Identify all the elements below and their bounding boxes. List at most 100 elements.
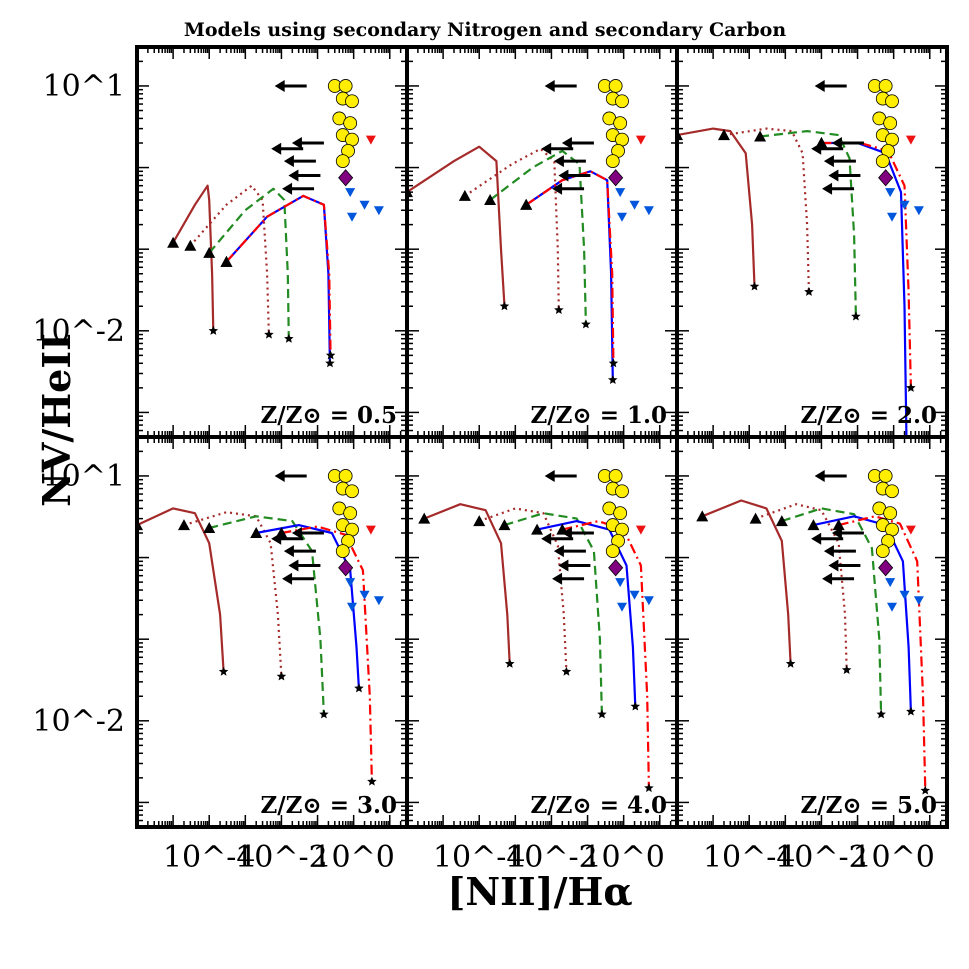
panel-frame: [135, 45, 409, 439]
end-star: [597, 709, 607, 719]
observed-circle: [615, 94, 629, 109]
series-line-1: [172, 184, 215, 331]
end-star: [276, 671, 287, 681]
blue-down-triangle: [913, 596, 924, 606]
series-line-1: [423, 503, 511, 664]
x-tick-label: 10^-2: [505, 840, 598, 875]
start-triangle: [696, 510, 709, 522]
upper-limit-arrow-head: [283, 155, 294, 168]
blue-down-triangle: [345, 188, 356, 198]
observed-circle: [338, 469, 353, 483]
upper-limit-arrow-head: [553, 545, 564, 558]
y-tick-label: 10^-2: [32, 314, 125, 349]
end-star: [325, 358, 335, 368]
start-triangle: [250, 526, 263, 538]
panel-data: [167, 79, 384, 368]
series-line-3: [504, 512, 603, 715]
series-line-5: [562, 520, 650, 789]
end-star: [505, 658, 515, 668]
upper-limit-arrow-head: [828, 559, 839, 572]
upper-limit-arrow-head: [831, 136, 842, 149]
panel-5: Z/Z⊙ = 4.010^-410^-210^0: [405, 435, 679, 875]
purple-diamond: [608, 559, 624, 577]
blue-down-triangle: [643, 596, 654, 606]
end-star: [561, 666, 572, 676]
start-triangle: [203, 522, 216, 534]
start-triangle: [807, 519, 820, 531]
series-line-3: [208, 187, 290, 339]
blue-down-triangle: [887, 212, 898, 222]
series-line-3: [489, 149, 587, 325]
blue-down-triangle: [359, 590, 370, 600]
end-star: [785, 658, 796, 668]
observed-circle: [883, 116, 898, 131]
blue-down-triangle: [347, 602, 358, 612]
end-star: [581, 319, 591, 329]
upper-limit-arrow-head: [558, 559, 569, 572]
observed-circle: [605, 154, 620, 169]
x-tick-label: 10^0: [582, 840, 664, 875]
upper-limit-arrow-head: [274, 469, 285, 482]
upper-limit-arrow-head: [822, 182, 833, 195]
blue-down-triangle: [359, 200, 370, 210]
upper-limit-arrow-head: [558, 169, 569, 182]
upper-limit-arrow-head: [541, 142, 552, 155]
upper-limit-arrow-head: [283, 545, 294, 558]
blue-down-triangle: [615, 188, 626, 198]
upper-limit-arrow-head: [561, 136, 572, 149]
end-star: [554, 305, 564, 314]
panel-label: Z/Z⊙ = 3.0: [260, 792, 397, 819]
series-line-1: [407, 145, 506, 307]
end-star: [499, 301, 510, 311]
panel-label: Z/Z⊙ = 2.0: [800, 402, 937, 429]
upper-limit-arrow-head: [553, 155, 564, 168]
start-triangle: [484, 194, 497, 206]
end-star: [876, 709, 886, 719]
observed-circle: [608, 469, 623, 483]
purple-diamond: [878, 559, 894, 577]
x-tick-label: 10^-4: [163, 840, 256, 875]
red-down-triangle: [905, 525, 916, 535]
panel-frame: [405, 435, 679, 829]
end-star: [208, 325, 219, 335]
end-star: [906, 382, 916, 392]
end-star: [325, 350, 336, 360]
series-line-3: [208, 515, 325, 715]
observed-circle: [875, 544, 890, 559]
series-line-5: [838, 515, 927, 791]
start-triangle: [775, 515, 788, 527]
series-line-2: [464, 147, 560, 311]
upper-limit-arrow-head: [552, 182, 563, 195]
start-triangle: [418, 512, 431, 524]
observed-circle: [875, 154, 890, 169]
upper-limit-arrow-head: [271, 142, 282, 155]
end-star: [367, 776, 377, 786]
blue-down-triangle: [373, 206, 384, 216]
series-line-1: [137, 507, 225, 672]
upper-limit-arrow-head: [822, 572, 833, 585]
red-down-triangle: [635, 525, 646, 535]
series-line-4: [813, 515, 912, 712]
upper-limit-arrow-head: [544, 79, 555, 92]
end-star: [264, 329, 274, 339]
start-triangle: [717, 129, 730, 141]
upper-limit-arrow-head: [814, 79, 825, 92]
start-triangle: [754, 130, 767, 142]
red-down-triangle: [365, 525, 376, 535]
upper-limit-arrow-head: [828, 169, 839, 182]
start-triangle: [177, 519, 190, 531]
observed-circle: [613, 506, 628, 521]
upper-limit-arrow-head: [814, 469, 825, 482]
y-tick-label: 10^-2: [32, 704, 125, 739]
upper-limit-arrow-head: [823, 155, 834, 168]
purple-diamond: [338, 169, 354, 187]
blue-down-triangle: [617, 212, 628, 222]
series-line-4: [536, 520, 637, 707]
panel-2: Z/Z⊙ = 1.0: [405, 45, 679, 439]
x-tick-label: 10^-4: [433, 840, 526, 875]
panel-data: [407, 79, 654, 384]
series-line-1: [701, 499, 792, 664]
observed-circle: [345, 484, 359, 499]
series-line-4: [225, 194, 331, 364]
panel-frame: [405, 45, 679, 439]
